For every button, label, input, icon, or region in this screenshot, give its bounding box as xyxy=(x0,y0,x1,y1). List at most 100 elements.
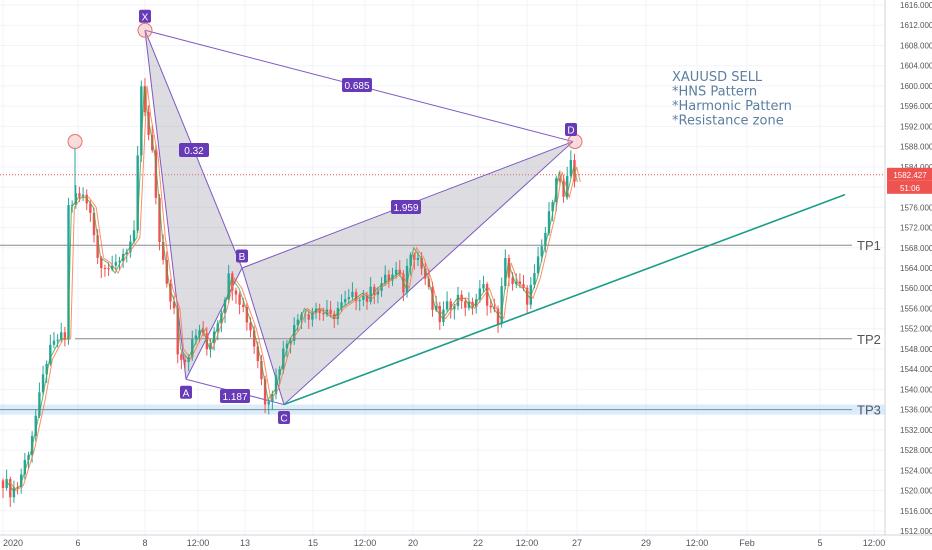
candle-body xyxy=(107,268,110,270)
support-trendline[interactable] xyxy=(283,193,846,406)
candle-body xyxy=(384,274,387,284)
candle-body xyxy=(562,181,565,197)
point-label-x-box xyxy=(139,9,151,23)
candle-body xyxy=(158,197,161,242)
x-tick-label: 20 xyxy=(408,538,418,548)
point-label-b: B xyxy=(239,252,246,263)
x-tick-label: 8 xyxy=(142,538,147,548)
candle-body xyxy=(515,281,518,285)
candle-body xyxy=(307,314,310,320)
y-tick-label: 1572.000 xyxy=(900,224,932,233)
candle-body xyxy=(373,286,376,295)
candle-body xyxy=(464,301,467,308)
xab-triangle xyxy=(145,30,242,380)
candle-body xyxy=(358,300,361,302)
candle-body xyxy=(187,357,190,363)
candle-body xyxy=(362,295,365,301)
candle-body xyxy=(434,306,438,310)
candle-body xyxy=(387,274,391,281)
y-tick-label: 1616.000 xyxy=(900,1,932,10)
candle-body xyxy=(154,150,158,198)
y-tick-label: 1608.000 xyxy=(900,41,932,50)
y-tick-label: 1612.000 xyxy=(900,21,932,30)
point-label-d: D xyxy=(567,126,574,137)
candle-body xyxy=(409,254,412,266)
candle-body xyxy=(318,308,321,314)
ratio-label-box xyxy=(220,389,250,403)
candle-body xyxy=(322,313,325,315)
price-tag-label: 1582.427 xyxy=(893,171,927,180)
candle-body xyxy=(169,283,172,302)
candle-body xyxy=(45,363,48,375)
candle-body xyxy=(485,284,489,306)
candle-body xyxy=(67,205,70,340)
candle-body xyxy=(456,294,460,306)
candle-body xyxy=(23,459,27,475)
candle-body xyxy=(274,375,278,395)
candle-body xyxy=(267,401,270,405)
y-tick-label: 1536.000 xyxy=(900,406,932,415)
candle-body xyxy=(92,212,96,236)
countdown-box xyxy=(887,180,932,194)
y-tick-label: 1604.000 xyxy=(900,62,932,71)
x-tick-label: 22 xyxy=(473,538,483,548)
pattern-labels: X A B C D 0.32 1.187 1.959 0.685 xyxy=(139,9,577,425)
candle-body xyxy=(496,308,500,324)
annotation-line: *Harmonic Pattern xyxy=(672,99,792,114)
candle-body xyxy=(238,294,241,305)
annotation-text: XAUUSD SELL*HNS Pattern*Harmonic Pattern… xyxy=(672,70,792,129)
ma-line-green xyxy=(5,85,578,492)
point-label-a-box xyxy=(180,385,192,399)
candle-body xyxy=(260,361,263,380)
candle-body xyxy=(351,291,354,298)
candle-body xyxy=(89,203,92,213)
candle-body xyxy=(453,305,456,310)
candle-body xyxy=(311,312,314,320)
candle-body xyxy=(256,346,259,362)
point-label-c: C xyxy=(280,414,287,425)
candle-body xyxy=(12,487,16,498)
y-tick-label: 1540.000 xyxy=(900,385,932,394)
candle-body xyxy=(340,302,343,309)
candle-body xyxy=(424,268,427,279)
candle-body xyxy=(540,246,543,257)
candle-body xyxy=(161,241,165,260)
point-label-x: X xyxy=(142,12,149,23)
candle-body xyxy=(493,307,496,309)
candle-body xyxy=(252,330,256,347)
candle-body xyxy=(354,291,358,302)
candle-body xyxy=(194,335,198,340)
annotation-line: *HNS Pattern xyxy=(672,85,757,100)
y-tick-label: 1596.000 xyxy=(900,102,932,111)
y-tick-label: 1564.000 xyxy=(900,264,932,273)
y-tick-label: 1520.000 xyxy=(900,487,932,496)
candle-body xyxy=(227,273,230,300)
candle-body xyxy=(125,252,128,255)
candle-body xyxy=(471,301,474,307)
candle-body xyxy=(231,273,234,291)
candle-body xyxy=(449,301,452,310)
candle-body xyxy=(569,160,573,177)
candle-body xyxy=(81,194,85,197)
pivot-markers xyxy=(67,22,583,198)
pivot-marker xyxy=(567,134,583,150)
candle-body xyxy=(394,269,398,275)
candle-body xyxy=(478,288,482,300)
candle-body xyxy=(511,277,514,285)
pivot-marker xyxy=(137,22,153,38)
price-tag-box xyxy=(887,167,932,181)
candle-body xyxy=(143,86,147,113)
y-tick-label: 1600.000 xyxy=(900,82,932,91)
candle-body xyxy=(1,480,5,489)
x-tick-label: Feb xyxy=(739,538,755,548)
y-tick-label: 1512.000 xyxy=(900,527,932,536)
y-tick-label: 1544.000 xyxy=(900,365,932,374)
candle-body xyxy=(522,284,525,288)
y-tick-label: 1548.000 xyxy=(900,345,932,354)
candle-body xyxy=(132,230,136,242)
candle-body xyxy=(191,339,194,358)
countdown-label: 51:06 xyxy=(900,184,921,193)
